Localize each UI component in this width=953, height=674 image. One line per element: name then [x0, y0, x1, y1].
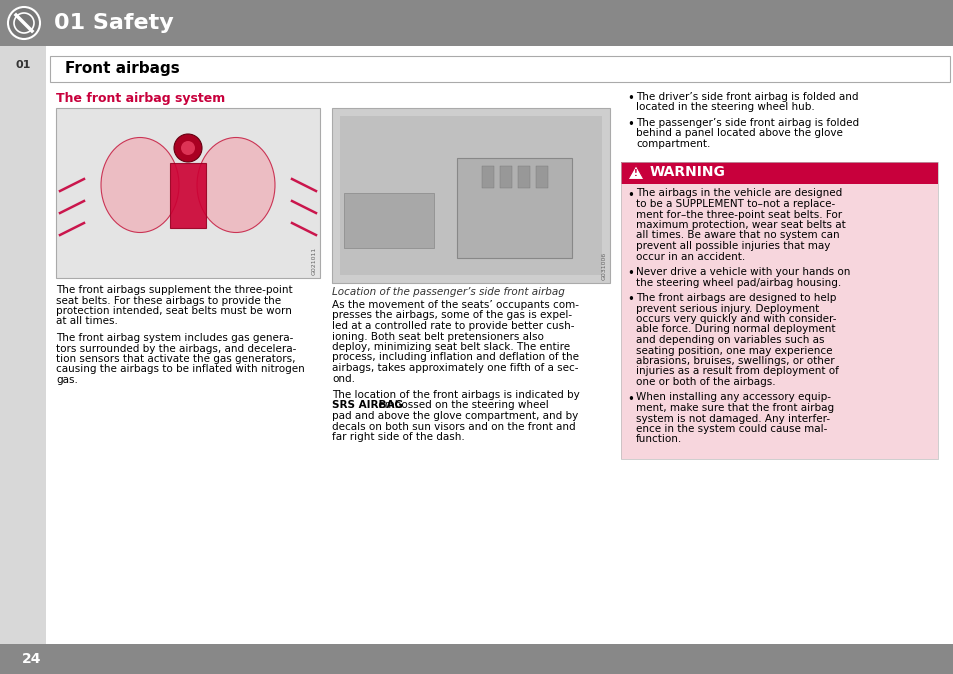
Text: The front airbag system: The front airbag system	[56, 92, 225, 105]
Text: maximum protection, wear seat belts at: maximum protection, wear seat belts at	[636, 220, 845, 230]
Text: system is not damaged. Any interfer-: system is not damaged. Any interfer-	[636, 414, 829, 423]
Text: all times. Be aware that no system can: all times. Be aware that no system can	[636, 231, 839, 241]
Bar	[0, 644, 953, 674]
Bar	[517, 166, 530, 188]
Text: The passenger’s side front airbag is folded: The passenger’s side front airbag is fol…	[636, 118, 859, 128]
Text: gas.: gas.	[56, 375, 78, 385]
Text: ioning. Both seat belt pretensioners also: ioning. Both seat belt pretensioners als…	[332, 332, 543, 342]
Text: protection intended, seat belts must be worn: protection intended, seat belts must be …	[56, 306, 292, 316]
Text: at all times.: at all times.	[56, 317, 118, 326]
Text: The airbags in the vehicle are designed: The airbags in the vehicle are designed	[636, 189, 841, 199]
Text: G021011: G021011	[312, 247, 316, 275]
Text: presses the airbags, some of the gas is expel-: presses the airbags, some of the gas is …	[332, 311, 572, 321]
Text: pad and above the glove compartment, and by: pad and above the glove compartment, and…	[332, 411, 578, 421]
Text: the steering wheel pad/airbag housing.: the steering wheel pad/airbag housing.	[636, 278, 841, 288]
Text: The driver’s side front airbag is folded and: The driver’s side front airbag is folded…	[636, 92, 858, 102]
Text: tion sensors that activate the gas generators,: tion sensors that activate the gas gener…	[56, 354, 295, 364]
Text: occur in an accident.: occur in an accident.	[636, 251, 744, 262]
Polygon shape	[627, 166, 643, 179]
Text: •: •	[626, 118, 633, 131]
Text: led at a controlled rate to provide better cush-: led at a controlled rate to provide bett…	[332, 321, 574, 331]
Bar	[0, 46, 46, 644]
Text: embossed on the steering wheel: embossed on the steering wheel	[375, 400, 549, 410]
Text: WARNING: WARNING	[649, 166, 725, 179]
Text: process, including inflation and deflation of the: process, including inflation and deflati…	[332, 353, 578, 363]
Ellipse shape	[101, 137, 179, 233]
Bar	[620, 183, 937, 459]
Bar	[344, 193, 434, 248]
Bar	[339, 116, 601, 275]
Text: airbags, takes approximately one fifth of a sec-: airbags, takes approximately one fifth o…	[332, 363, 578, 373]
Text: 01 Safety: 01 Safety	[54, 13, 173, 33]
Text: Location of the passenger’s side front airbag: Location of the passenger’s side front a…	[332, 287, 564, 297]
Text: The location of the front airbags is indicated by: The location of the front airbags is ind…	[332, 390, 579, 400]
Bar	[620, 162, 937, 459]
Text: able force. During normal deployment: able force. During normal deployment	[636, 324, 835, 334]
Bar	[50, 56, 949, 82]
Bar	[499, 166, 512, 188]
Text: ment, make sure that the front airbag: ment, make sure that the front airbag	[636, 403, 833, 413]
Text: G031006: G031006	[601, 252, 606, 280]
Text: prevent all possible injuries that may: prevent all possible injuries that may	[636, 241, 829, 251]
Bar	[332, 108, 609, 283]
Text: As the movement of the seats’ occupants com-: As the movement of the seats’ occupants …	[332, 300, 578, 310]
Text: The front airbags are designed to help: The front airbags are designed to help	[636, 293, 836, 303]
Text: function.: function.	[636, 435, 681, 444]
Text: causing the airbags to be inflated with nitrogen: causing the airbags to be inflated with …	[56, 365, 304, 375]
Text: behind a panel located above the glove: behind a panel located above the glove	[636, 129, 842, 138]
Bar	[46, 46, 953, 644]
Text: The front airbag system includes gas genera-: The front airbag system includes gas gen…	[56, 333, 294, 343]
Bar	[170, 163, 206, 228]
Text: prevent serious injury. Deployment: prevent serious injury. Deployment	[636, 303, 819, 313]
Bar	[536, 166, 547, 188]
Text: •: •	[626, 392, 633, 406]
Text: ment for–the three-point seat belts. For: ment for–the three-point seat belts. For	[636, 210, 841, 220]
Text: compartment.: compartment.	[636, 139, 710, 149]
Text: and depending on variables such as: and depending on variables such as	[636, 335, 823, 345]
Bar	[0, 0, 953, 46]
Text: •: •	[626, 189, 633, 202]
Text: The front airbags supplement the three-point: The front airbags supplement the three-p…	[56, 285, 293, 295]
Text: 01: 01	[15, 60, 30, 70]
Text: abrasions, bruises, swellings, or other: abrasions, bruises, swellings, or other	[636, 356, 834, 366]
Text: injuries as a result from deployment of: injuries as a result from deployment of	[636, 367, 838, 377]
Bar	[56, 108, 319, 278]
Text: tors surrounded by the airbags, and decelera-: tors surrounded by the airbags, and dece…	[56, 344, 296, 353]
Bar	[620, 162, 937, 183]
Text: decals on both sun visors and on the front and: decals on both sun visors and on the fro…	[332, 421, 575, 431]
Text: Never drive a vehicle with your hands on: Never drive a vehicle with your hands on	[636, 267, 849, 277]
Bar	[456, 158, 572, 258]
Circle shape	[173, 134, 202, 162]
Text: far right side of the dash.: far right side of the dash.	[332, 432, 464, 442]
Text: one or both of the airbags.: one or both of the airbags.	[636, 377, 775, 387]
Text: ond.: ond.	[332, 373, 355, 384]
Text: •: •	[626, 293, 633, 306]
Text: Front airbags: Front airbags	[65, 61, 179, 77]
Text: seat belts. For these airbags to provide the: seat belts. For these airbags to provide…	[56, 295, 281, 305]
Text: ence in the system could cause mal-: ence in the system could cause mal-	[636, 424, 826, 434]
Text: seating position, one may experience: seating position, one may experience	[636, 346, 832, 355]
Text: occurs very quickly and with consider-: occurs very quickly and with consider-	[636, 314, 836, 324]
Text: !: !	[634, 169, 638, 178]
Text: deploy, minimizing seat belt slack. The entire: deploy, minimizing seat belt slack. The …	[332, 342, 570, 352]
Text: •: •	[626, 267, 633, 280]
Text: to be a SUPPLEMENT to–not a replace-: to be a SUPPLEMENT to–not a replace-	[636, 199, 835, 209]
Text: •: •	[626, 92, 633, 105]
Bar	[481, 166, 494, 188]
Text: 24: 24	[22, 652, 42, 666]
Text: SRS AIRBAG: SRS AIRBAG	[332, 400, 402, 410]
Text: When installing any accessory equip-: When installing any accessory equip-	[636, 392, 830, 402]
Circle shape	[181, 141, 194, 155]
Circle shape	[8, 7, 40, 39]
Ellipse shape	[196, 137, 274, 233]
Text: located in the steering wheel hub.: located in the steering wheel hub.	[636, 102, 814, 113]
